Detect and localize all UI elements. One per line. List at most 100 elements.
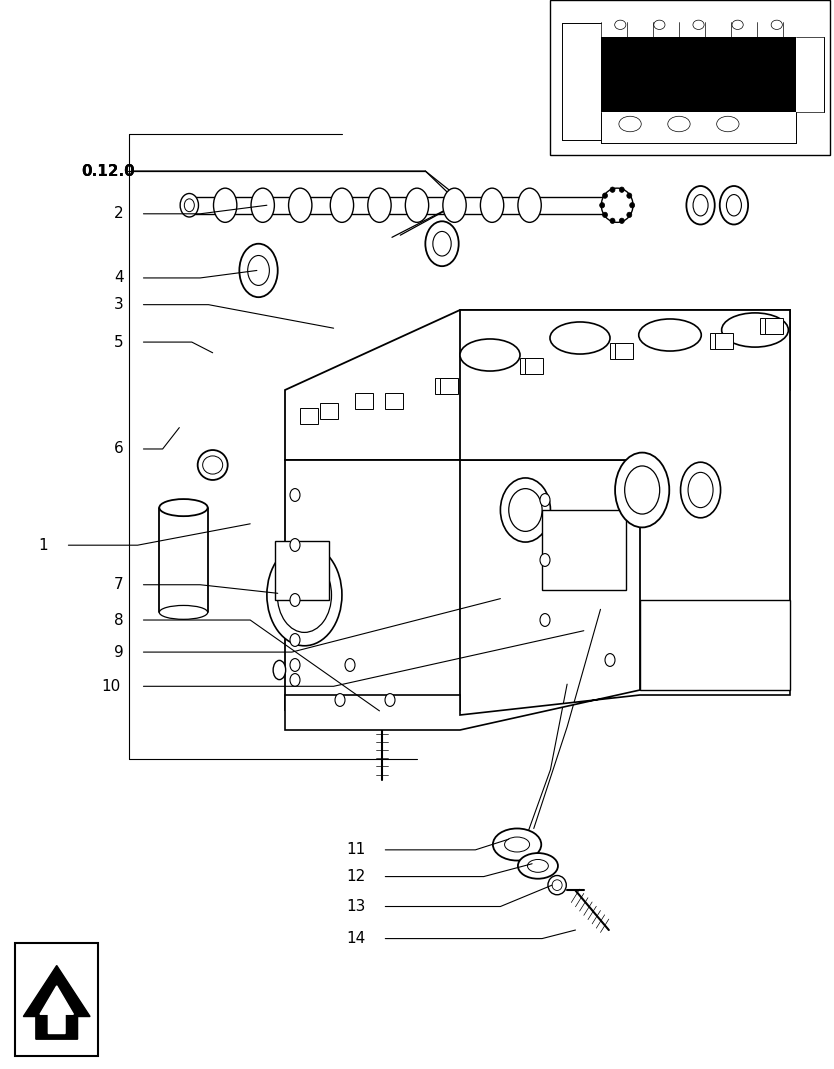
- Ellipse shape: [620, 218, 625, 223]
- Ellipse shape: [528, 859, 549, 872]
- Ellipse shape: [518, 853, 558, 879]
- Ellipse shape: [620, 187, 625, 192]
- Ellipse shape: [509, 489, 542, 531]
- Ellipse shape: [615, 452, 669, 527]
- Ellipse shape: [627, 193, 632, 199]
- Ellipse shape: [368, 188, 391, 222]
- Text: 10: 10: [102, 679, 121, 694]
- Ellipse shape: [480, 188, 504, 222]
- Ellipse shape: [251, 188, 274, 222]
- Bar: [320, 403, 339, 419]
- Ellipse shape: [460, 339, 520, 371]
- Ellipse shape: [610, 218, 615, 223]
- Bar: [542, 510, 626, 590]
- Ellipse shape: [433, 231, 451, 255]
- Text: 6: 6: [113, 441, 123, 456]
- Bar: [15, 943, 98, 1056]
- Ellipse shape: [605, 653, 615, 666]
- Ellipse shape: [625, 466, 660, 514]
- Polygon shape: [640, 600, 790, 690]
- Ellipse shape: [540, 554, 550, 567]
- Text: 0.12.0: 0.12.0: [82, 164, 135, 179]
- Bar: [275, 541, 329, 600]
- Text: 0.12.0: 0.12.0: [82, 164, 135, 179]
- Text: 5: 5: [113, 335, 123, 350]
- Ellipse shape: [686, 186, 715, 224]
- Polygon shape: [40, 986, 73, 1034]
- Polygon shape: [460, 310, 790, 690]
- Ellipse shape: [602, 212, 607, 217]
- Ellipse shape: [203, 455, 223, 474]
- Bar: [615, 342, 633, 358]
- Bar: [300, 407, 319, 423]
- Ellipse shape: [665, 653, 675, 666]
- Bar: [550, 0, 830, 155]
- Ellipse shape: [289, 188, 312, 222]
- Ellipse shape: [330, 188, 354, 222]
- Ellipse shape: [290, 634, 300, 647]
- Text: 7: 7: [113, 577, 123, 592]
- Bar: [355, 392, 374, 408]
- Ellipse shape: [385, 694, 395, 707]
- Ellipse shape: [159, 499, 208, 516]
- Bar: [710, 332, 728, 348]
- Ellipse shape: [248, 255, 269, 285]
- Ellipse shape: [721, 313, 788, 347]
- Ellipse shape: [290, 673, 300, 686]
- Text: 4: 4: [113, 270, 123, 285]
- Bar: [600, 37, 796, 111]
- Ellipse shape: [639, 319, 701, 351]
- Bar: [525, 357, 543, 373]
- Bar: [435, 377, 454, 393]
- Ellipse shape: [335, 694, 345, 707]
- Bar: [610, 342, 628, 358]
- Ellipse shape: [159, 605, 208, 619]
- Ellipse shape: [552, 880, 562, 890]
- Text: 11: 11: [346, 842, 365, 857]
- Bar: [520, 357, 538, 373]
- Ellipse shape: [277, 558, 331, 633]
- Ellipse shape: [518, 188, 541, 222]
- Ellipse shape: [715, 653, 725, 666]
- Ellipse shape: [274, 661, 285, 680]
- Ellipse shape: [443, 188, 466, 222]
- Ellipse shape: [180, 193, 198, 217]
- Polygon shape: [285, 690, 790, 730]
- Ellipse shape: [290, 489, 300, 501]
- Ellipse shape: [548, 876, 566, 895]
- Text: 9: 9: [113, 645, 123, 660]
- Text: 14: 14: [346, 931, 365, 946]
- Ellipse shape: [425, 221, 459, 266]
- Bar: [765, 317, 783, 334]
- Ellipse shape: [198, 450, 228, 480]
- Polygon shape: [285, 310, 790, 460]
- Ellipse shape: [184, 199, 194, 212]
- Ellipse shape: [540, 494, 550, 507]
- Ellipse shape: [345, 659, 355, 671]
- Ellipse shape: [630, 202, 635, 207]
- Ellipse shape: [602, 193, 607, 199]
- Ellipse shape: [267, 544, 342, 646]
- Ellipse shape: [405, 188, 429, 222]
- Ellipse shape: [500, 478, 550, 542]
- Ellipse shape: [290, 659, 300, 671]
- Text: 3: 3: [113, 297, 123, 312]
- Ellipse shape: [550, 322, 610, 354]
- Ellipse shape: [290, 593, 300, 606]
- Text: 12: 12: [346, 869, 365, 884]
- Ellipse shape: [726, 195, 741, 216]
- Ellipse shape: [688, 472, 713, 508]
- Ellipse shape: [627, 212, 632, 217]
- Ellipse shape: [610, 187, 615, 192]
- Ellipse shape: [600, 202, 605, 207]
- Ellipse shape: [239, 244, 278, 297]
- Ellipse shape: [214, 188, 237, 222]
- Text: 2: 2: [113, 206, 123, 221]
- Text: 13: 13: [346, 899, 365, 914]
- Ellipse shape: [693, 195, 708, 216]
- Ellipse shape: [493, 828, 541, 861]
- Text: 1: 1: [38, 538, 48, 553]
- Bar: [715, 332, 733, 348]
- Ellipse shape: [720, 186, 748, 224]
- Bar: [440, 377, 459, 393]
